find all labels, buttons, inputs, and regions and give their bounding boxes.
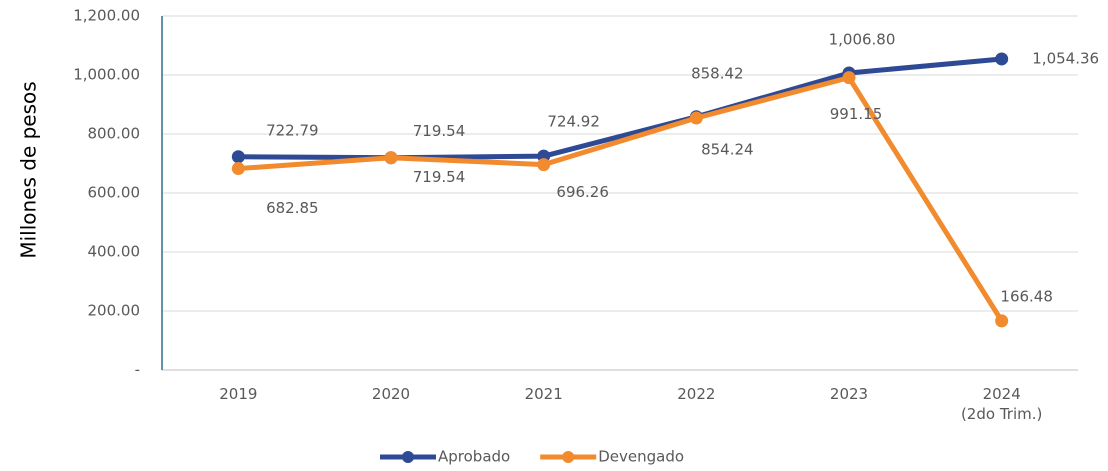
data-label: 1,054.36: [1032, 49, 1099, 67]
legend-label: Devengado: [598, 448, 684, 466]
y-axis-label: Millones de pesos: [17, 81, 41, 258]
y-tick-label: 400.00: [88, 243, 141, 261]
y-tick-label: 800.00: [88, 125, 141, 143]
data-label: 991.15: [830, 105, 883, 123]
x-tick-label: 2024 (2do Trim.): [960, 385, 1043, 423]
data-label: 858.42: [691, 64, 744, 82]
legend-marker: [402, 451, 414, 463]
legend-marker: [562, 451, 575, 463]
data-label: 722.79: [266, 121, 319, 139]
marker: [995, 314, 1009, 328]
y-tick-label: -: [135, 361, 140, 379]
y-tick-label: 1,200.00: [73, 7, 140, 25]
y-tick-label: 600.00: [88, 184, 141, 202]
marker: [689, 111, 703, 125]
data-label: 1,006.80: [829, 30, 896, 48]
data-label: 719.54: [413, 122, 466, 140]
data-label: 719.54: [413, 168, 466, 186]
data-label: 166.48: [1000, 287, 1053, 305]
x-tick-label: 2019: [219, 385, 258, 403]
x-tick-label: 2022: [677, 385, 716, 403]
x-tick-label: 2020: [371, 385, 411, 403]
data-label: 854.24: [701, 140, 754, 158]
y-tick-label: 200.00: [88, 302, 141, 320]
marker: [995, 52, 1009, 66]
data-label: 682.85: [266, 199, 319, 217]
marker: [231, 162, 245, 176]
line: [238, 75, 1004, 323]
data-label: 724.92: [547, 113, 600, 131]
legend-label: Aprobado: [438, 448, 510, 466]
y-tick-label: 1,000.00: [73, 66, 140, 84]
data-label: 696.26: [556, 183, 609, 201]
marker: [384, 151, 398, 165]
x-tick-label: 2021: [524, 385, 563, 403]
marker: [537, 158, 551, 172]
marker: [842, 71, 856, 85]
x-tick-label: 2023: [829, 385, 869, 403]
marker: [231, 150, 245, 164]
